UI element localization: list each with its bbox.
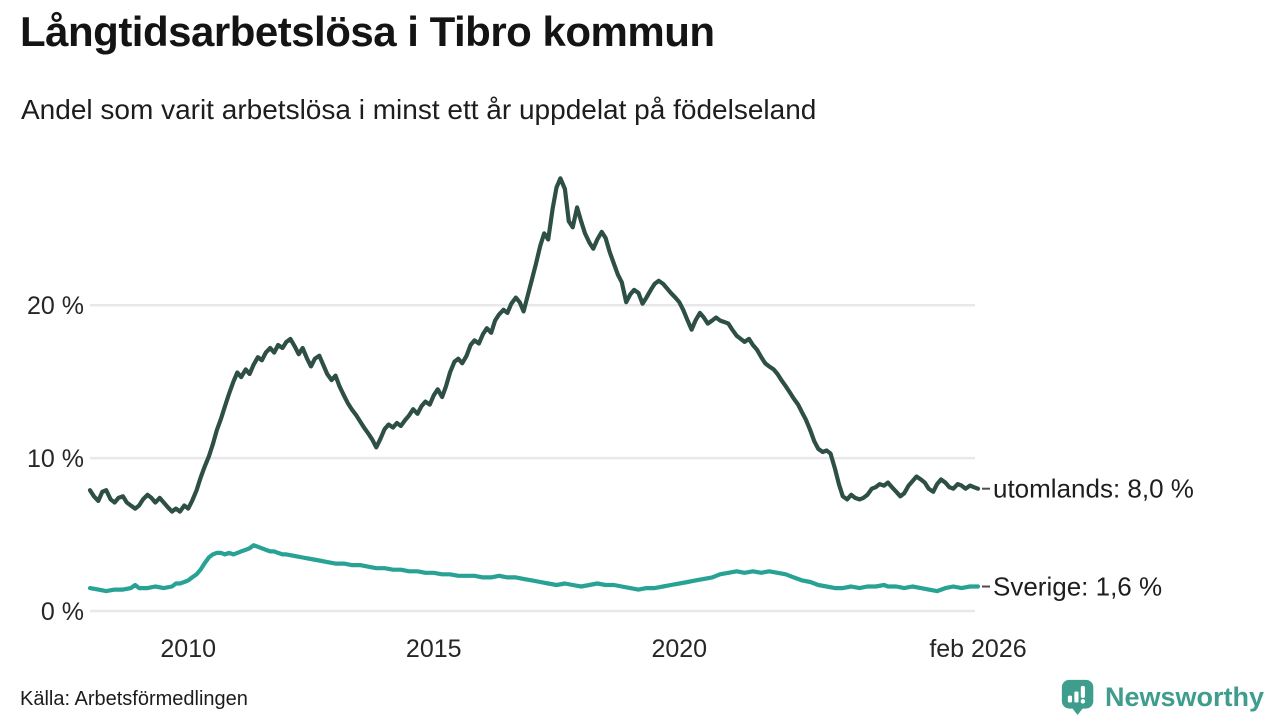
x-tick-label-2010: 2010 xyxy=(160,635,216,663)
chart-subtitle: Andel som varit arbetslösa i minst ett å… xyxy=(21,94,817,125)
source-note: Källa: Arbetsförmedlingen xyxy=(20,688,248,710)
series-end-label-Sverige: Sverige: 1,6 % xyxy=(993,572,1162,602)
series-line-utomlands xyxy=(87,176,981,514)
x-tick-label-2020: 2020 xyxy=(651,635,707,663)
y-tick-label-10: 10 % xyxy=(27,445,84,473)
x-tick-label-2015: 2015 xyxy=(406,635,462,663)
x-tick-label-feb-2026: feb 2026 xyxy=(929,635,1026,663)
series-line-Sverige xyxy=(87,543,981,594)
y-tick-label-20: 20 % xyxy=(27,292,84,320)
y-tick-label-0: 0 % xyxy=(41,598,84,626)
series-end-label-utomlands: utomlands: 8,0 % xyxy=(993,474,1194,504)
page-title: Långtidsarbetslösa i Tibro kommun xyxy=(20,8,715,55)
newsworthy-chart-bubble-icon xyxy=(1061,679,1094,716)
newsworthy-logo: Newsworthy xyxy=(1060,678,1264,716)
newsworthy-wordmark: Newsworthy xyxy=(1104,681,1264,712)
